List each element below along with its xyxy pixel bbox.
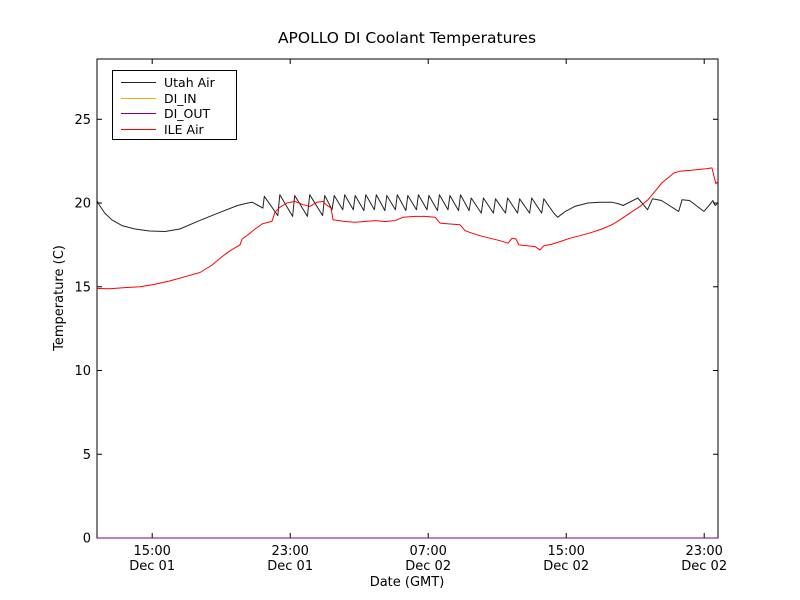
- x-tick-label-time: 15:00: [547, 544, 584, 559]
- x-tick-label-time: 15:00: [133, 544, 170, 559]
- x-tick-label-time: 23:00: [685, 544, 722, 559]
- series-line-utah-air: [96, 194, 719, 232]
- series-layer: [96, 167, 719, 539]
- legend: Utah Air DI_IN DI_OUT ILE Air: [112, 70, 237, 140]
- legend-item-label: DI_IN: [164, 90, 197, 106]
- legend-line-swatch: [121, 113, 156, 115]
- x-tick-label-time: 23:00: [271, 544, 308, 559]
- x-axis-label: Date (GMT): [370, 575, 445, 590]
- x-tick-label-date: Dec 02: [681, 559, 727, 574]
- legend-line-swatch: [121, 128, 156, 130]
- x-tick-label-date: Dec 02: [405, 559, 451, 574]
- series-line-ile-air: [96, 167, 719, 290]
- legend-item: DI_OUT: [121, 106, 236, 122]
- legend-item: ILE Air: [121, 122, 236, 138]
- x-tick-label-date: Dec 01: [129, 559, 175, 574]
- y-axis-label: Temperature (C): [52, 245, 67, 352]
- x-tick-label-date: Dec 01: [267, 559, 313, 574]
- x-tick-label-date: Dec 02: [543, 559, 589, 574]
- y-tick-label: 20: [74, 197, 91, 212]
- x-tick-label-time: 07:00: [409, 544, 446, 559]
- chart-title: APOLLO DI Coolant Temperatures: [278, 29, 536, 47]
- legend-item: DI_IN: [121, 91, 236, 107]
- y-tick-label: 5: [83, 448, 91, 463]
- legend-line-swatch: [121, 82, 156, 84]
- legend-item-label: ILE Air: [164, 121, 204, 137]
- legend-item-label: Utah Air: [164, 75, 215, 91]
- y-tick-label: 0: [83, 532, 91, 547]
- legend-item-label: DI_OUT: [164, 106, 211, 122]
- y-tick-label: 15: [74, 280, 91, 295]
- legend-item: Utah Air: [121, 75, 236, 91]
- y-tick-label: 10: [74, 364, 91, 379]
- y-tick-label: 25: [74, 113, 91, 128]
- legend-line-swatch: [121, 97, 156, 99]
